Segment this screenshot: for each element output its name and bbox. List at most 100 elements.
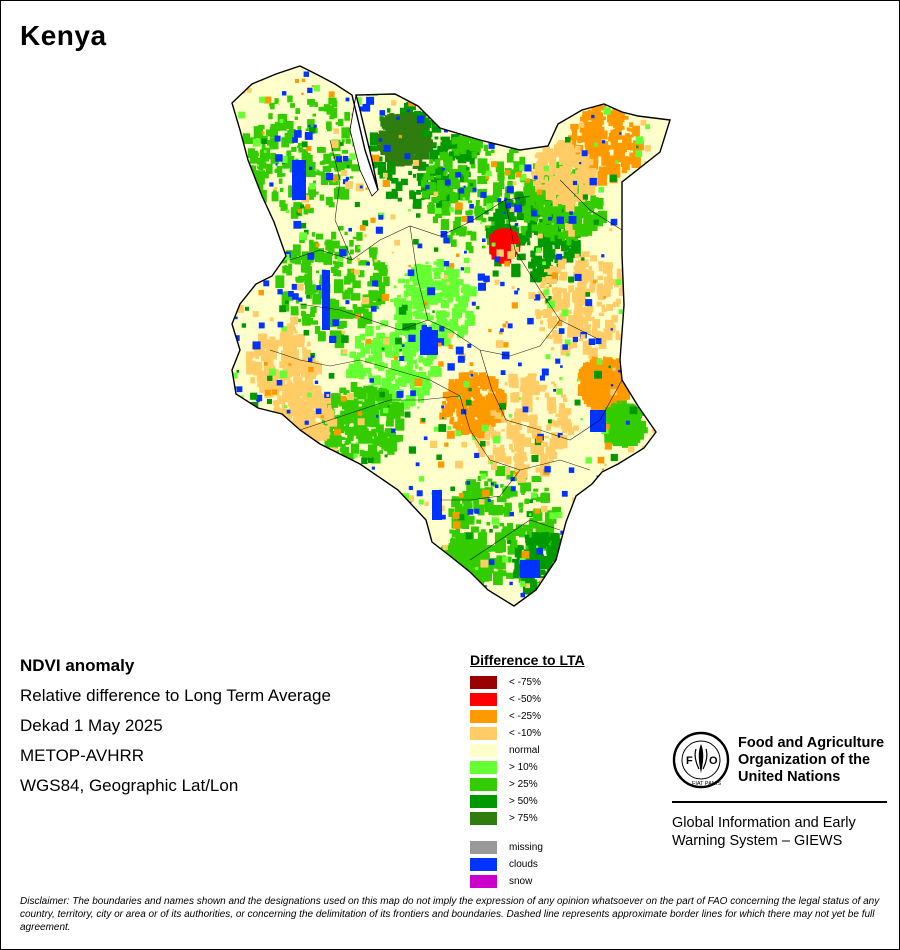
- ndvi-pixel: [547, 249, 556, 260]
- ndvi-pixel: [318, 171, 325, 176]
- ndvi-pixel: [509, 443, 513, 450]
- ndvi-pixel: [650, 463, 655, 468]
- ndvi-pixel: [469, 542, 478, 549]
- ndvi-pixel: [635, 150, 643, 158]
- ndvi-pixel: [307, 119, 315, 131]
- ndvi-pixel: [489, 238, 495, 245]
- ndvi-pixel: [594, 370, 602, 379]
- ndvi-pixel: [296, 416, 300, 421]
- ndvi-pixel: [548, 296, 552, 300]
- ndvi-pixel: [625, 133, 630, 140]
- ndvi-pixel: [414, 97, 418, 102]
- ndvi-pixel: [290, 207, 299, 219]
- ndvi-pixel: [458, 379, 465, 383]
- ndvi-pixel: [543, 587, 549, 596]
- ndvi-pixel: [289, 260, 293, 263]
- ndvi-pixel: [391, 428, 396, 433]
- legend-swatch: [470, 841, 497, 854]
- ndvi-pixel: [409, 383, 415, 389]
- map-title: Kenya: [20, 20, 107, 51]
- ndvi-pixel: [599, 115, 604, 122]
- ndvi-pixel: [439, 552, 446, 560]
- ndvi-pixel: [359, 449, 365, 457]
- ndvi-pixel: [449, 139, 458, 150]
- ndvi-pixel: [579, 327, 586, 332]
- ndvi-pixel: [281, 533, 285, 537]
- ndvi-pixel: [587, 109, 591, 112]
- ndvi-pixel: [359, 225, 366, 231]
- ndvi-pixel: [513, 474, 517, 478]
- ndvi-pixel: [310, 306, 317, 313]
- ndvi-pixel: [606, 357, 612, 362]
- ndvi-pixel: [344, 289, 351, 295]
- ndvi-pixel: [610, 388, 617, 396]
- ndvi-pixel: [536, 311, 541, 317]
- ndvi-pixel: [298, 147, 303, 153]
- ndvi-pixel: [275, 275, 285, 289]
- ndvi-pixel: [453, 310, 461, 319]
- ndvi-pixel: [501, 572, 507, 577]
- ndvi-pixel: [393, 314, 398, 321]
- ndvi-pixel: [449, 418, 454, 425]
- ndvi-pixel: [476, 378, 484, 384]
- ndvi-pixel: [559, 223, 567, 229]
- ndvi-pixel: [510, 539, 518, 550]
- ndvi-pixel: [601, 254, 605, 258]
- legend-label: > 75%: [509, 813, 538, 824]
- ndvi-pixel: [365, 326, 374, 337]
- ndvi-pixel: [383, 126, 387, 130]
- ndvi-pixel: [517, 460, 523, 467]
- ndvi-pixel: [473, 372, 478, 379]
- ndvi-pixel: [425, 312, 431, 318]
- ndvi-pixel: [578, 181, 584, 186]
- ndvi-pixel: [354, 335, 362, 345]
- kenya-border: [231, 65, 671, 607]
- ndvi-pixel: [498, 330, 503, 335]
- ndvi-pixel: [398, 539, 402, 544]
- ndvi-pixel: [366, 262, 370, 266]
- ndvi-pixel: [395, 519, 402, 525]
- ndvi-pixel: [528, 521, 534, 525]
- ndvi-pixel: [519, 164, 526, 171]
- ndvi-pixel: [605, 319, 614, 333]
- ndvi-pixel: [471, 151, 477, 158]
- ndvi-pixel: [393, 147, 403, 159]
- county-boundary-line: [469, 519, 561, 561]
- ndvi-pixel: [618, 403, 623, 409]
- ndvi-pixel: [461, 287, 468, 294]
- ndvi-pixel: [391, 563, 396, 568]
- ndvi-pixel: [647, 191, 651, 194]
- ndvi-pixel: [326, 121, 332, 130]
- ndvi-pixel: [551, 439, 557, 445]
- ndvi-pixel: [363, 385, 373, 394]
- ndvi-pixel: [454, 557, 463, 564]
- ndvi-pixel: [515, 171, 522, 178]
- ndvi-pixel: [586, 276, 591, 282]
- ndvi-pixel: [397, 294, 401, 298]
- ndvi-pixel: [398, 314, 405, 320]
- ndvi-pixel: [617, 142, 626, 152]
- fao-logo-icon: F O FIAT PANIS: [672, 731, 730, 789]
- ndvi-pixel: [544, 466, 551, 473]
- ndvi-pixel: [363, 234, 367, 238]
- ndvi-pixel: [309, 183, 316, 190]
- ndvi-pixel: [404, 273, 408, 277]
- ndvi-pixel: [368, 480, 374, 487]
- ndvi-pixel: [437, 342, 442, 347]
- ndvi-pixel: [268, 459, 276, 467]
- ndvi-pixel: [557, 321, 563, 327]
- ndvi-pixel: [603, 296, 607, 299]
- ndvi-pixel: [433, 281, 443, 288]
- ndvi-pixel: [549, 276, 558, 284]
- ndvi-pixel: [506, 186, 514, 194]
- ndvi-pixel: [379, 110, 386, 116]
- ndvi-pixel: [370, 217, 376, 223]
- ndvi-pixel: [609, 174, 617, 182]
- ndvi-pixel: [415, 375, 420, 380]
- ndvi-pixel: [318, 393, 323, 397]
- ndvi-pixel: [373, 529, 378, 534]
- ndvi-pixel: [560, 600, 564, 604]
- ndvi-pixel: [517, 545, 524, 551]
- ndvi-pixel: [547, 545, 551, 550]
- ndvi-pixel: [518, 362, 522, 367]
